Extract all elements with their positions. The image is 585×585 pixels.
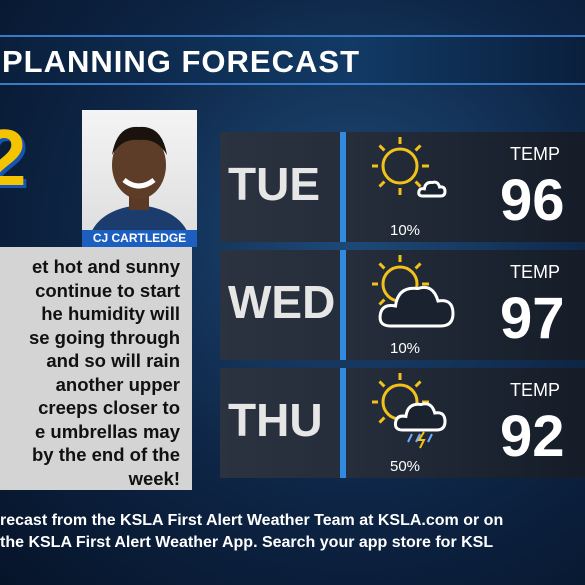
rain-chance: 10% <box>390 222 421 239</box>
temp-label: TEMP <box>510 262 561 282</box>
forecast-row: TUE 10% TEMP 96 <box>220 132 585 242</box>
accent-bar <box>340 250 346 360</box>
presenter-photo <box>82 110 197 247</box>
forecast-row: WED 10% TEMP 97 <box>220 250 585 360</box>
accent-bar <box>340 368 346 478</box>
temperature: 92 <box>500 404 565 469</box>
rain-chance: 50% <box>390 458 421 475</box>
forecast-row: THU 50% TEMP 92 <box>220 368 585 478</box>
temp-label: TEMP <box>510 144 561 164</box>
temp-label: TEMP <box>510 380 561 400</box>
day: THU <box>228 394 323 446</box>
discussion-line: another upper <box>55 373 180 395</box>
presenter-name: CJ CARTLEDGE <box>82 230 197 247</box>
accent-bar <box>340 132 346 242</box>
discussion-line: et hot and sunny <box>32 256 180 277</box>
temp-panel <box>346 368 585 478</box>
weather-icon <box>372 137 447 198</box>
discussion-line: e umbrellas may <box>35 420 180 442</box>
temperature: 97 <box>500 286 565 351</box>
discussion-line: creeps closer to <box>38 397 180 418</box>
footer-line: recast from the KSLA First Alert Weather… <box>0 512 504 529</box>
weather-icon <box>372 373 447 449</box>
temperature: 96 <box>500 168 565 233</box>
portrait <box>87 126 192 247</box>
day: WED <box>228 276 336 328</box>
discussion-line: week! <box>128 467 180 489</box>
title: PLANNING FORECAST <box>0 35 585 85</box>
discussion-line: and so will rain <box>46 350 180 371</box>
rain-chance: 10% <box>390 340 421 357</box>
discussion-line: continue to start <box>35 279 180 301</box>
station-logo: 2 <box>0 115 27 200</box>
discussion-line: by the end of the <box>32 444 180 465</box>
footer-line: the KSLA First Alert Weather App. Search… <box>0 534 494 551</box>
discussion-line: he humidity will <box>41 303 180 324</box>
discussion: et hot and sunny continue to start he humi… <box>0 247 192 490</box>
weather-icon <box>372 255 455 328</box>
temp-panel <box>346 132 585 242</box>
footer: recast from the KSLA First Alert Weather… <box>0 510 585 554</box>
discussion-line: se going through <box>28 326 180 348</box>
day: TUE <box>228 158 320 210</box>
